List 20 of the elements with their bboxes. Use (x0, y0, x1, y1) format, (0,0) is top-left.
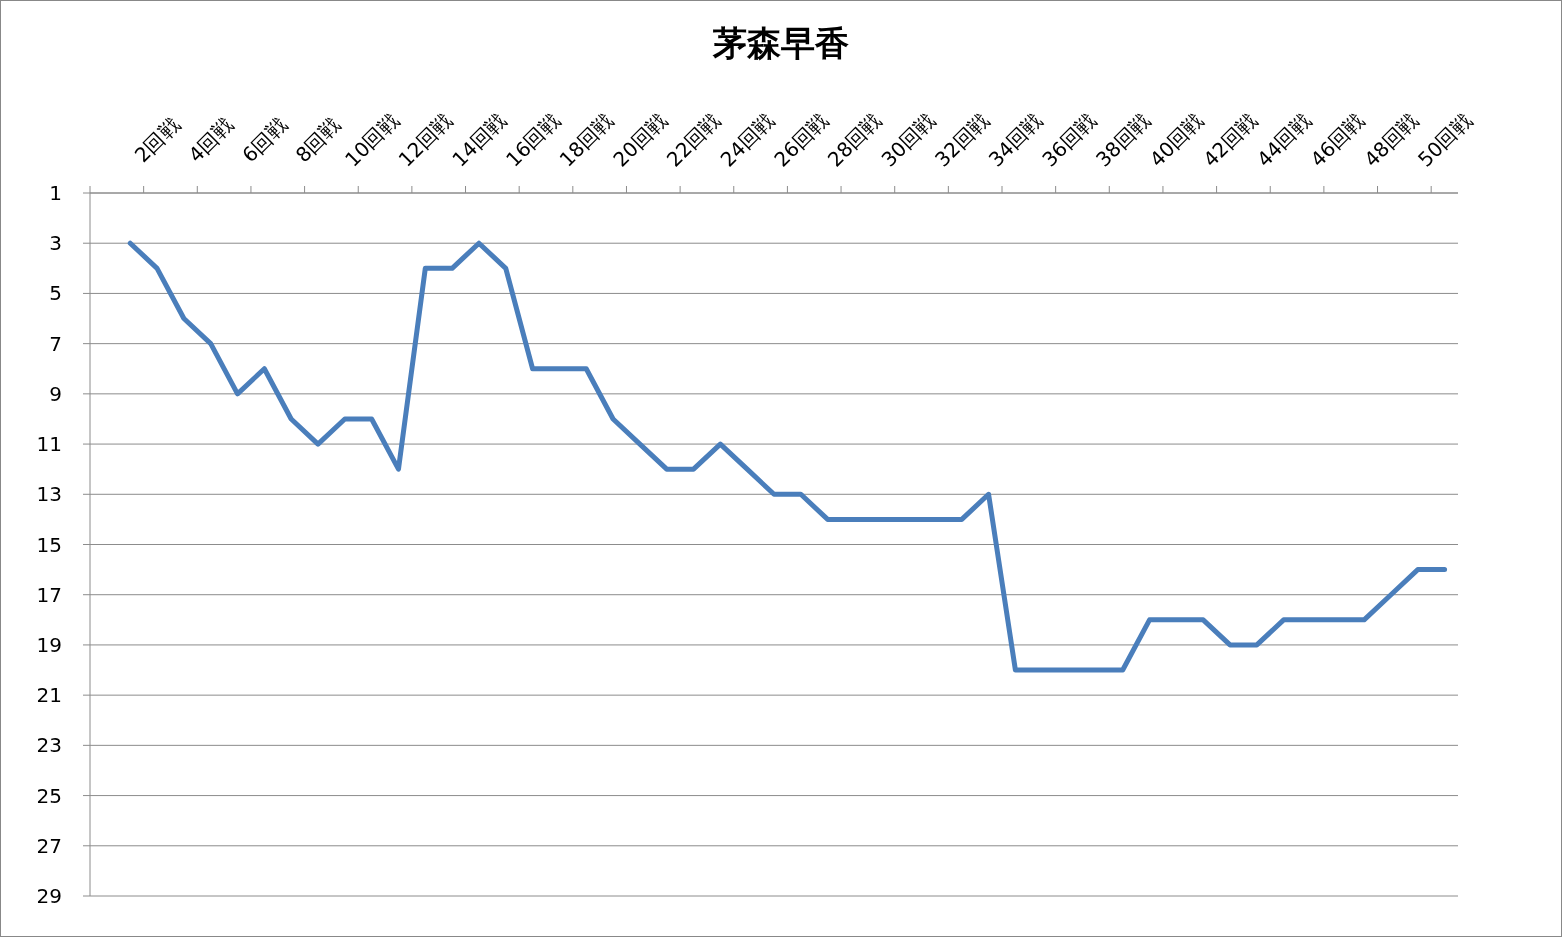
y-tick-label: 7 (49, 331, 62, 356)
x-tick-label: 4回戦 (183, 112, 238, 168)
x-tick-label: 8回戦 (290, 112, 346, 168)
y-tick-label: 21 (36, 683, 62, 708)
y-tick-label: 25 (36, 783, 62, 808)
y-tick-label: 13 (36, 482, 62, 507)
y-tick-label: 1 (49, 181, 62, 205)
y-tick-label: 27 (36, 833, 62, 858)
y-tick-label: 17 (36, 582, 62, 607)
x-tick-label: 6回戦 (237, 112, 292, 168)
y-tick-label: 3 (49, 231, 62, 256)
chart-title: 茅森早香 (712, 23, 849, 63)
y-tick-label: 15 (36, 532, 62, 557)
y-tick-label: 9 (49, 381, 62, 406)
y-tick-label: 29 (36, 884, 62, 908)
y-tick-label: 23 (36, 733, 62, 758)
y-tick-label: 5 (49, 281, 62, 306)
x-tick-label: 2回戦 (129, 112, 185, 168)
y-tick-label: 19 (36, 632, 62, 657)
y-tick-label: 11 (36, 432, 62, 457)
